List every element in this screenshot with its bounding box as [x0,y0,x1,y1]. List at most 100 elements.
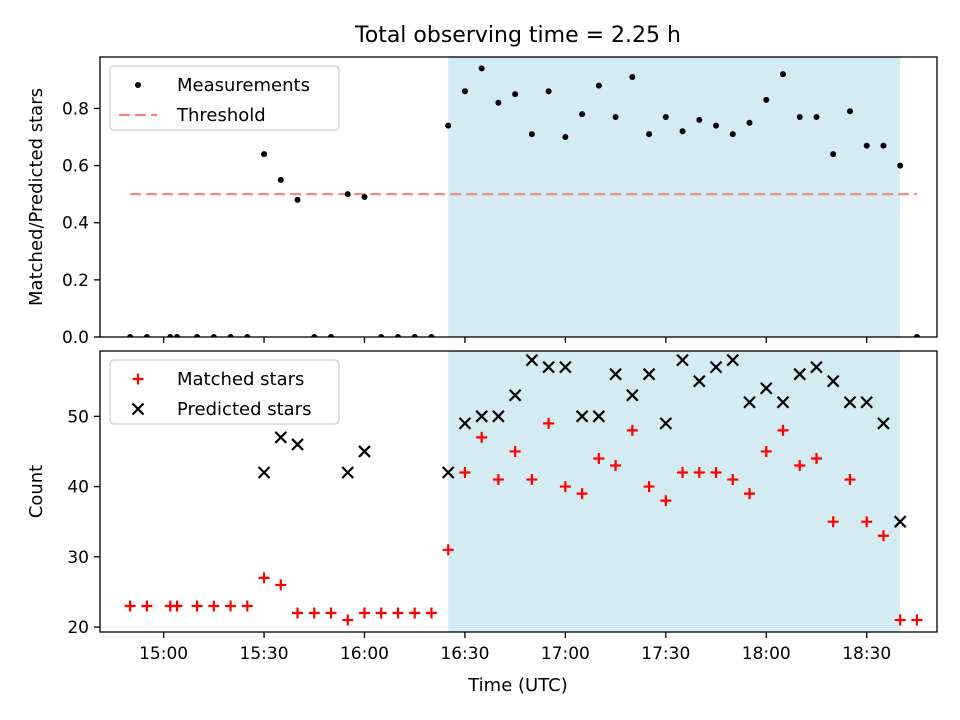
predicted-star-point [475,410,488,423]
predicted-star-point [341,466,355,479]
y-tick-label: 0.6 [62,157,89,177]
measurement-point [167,334,174,337]
measurement-point [746,119,753,126]
predicted-star-point [877,417,890,430]
matched-star-point [794,460,806,472]
predicted-star-point [659,417,673,430]
predicted-star-point [358,445,371,458]
matched-star-point [492,474,504,486]
x-tick-label: 15:30 [240,644,289,664]
matched-star-point [727,474,739,486]
measurement-point [813,114,820,120]
measurement-point [461,88,468,95]
plot-area [127,57,920,337]
matched-star-point [877,530,889,542]
measurement-point [394,334,401,337]
matched-star-point [777,424,789,436]
measurement-point [863,142,870,149]
predicted-star-point [776,396,790,409]
axes-frame [99,56,938,338]
predicted-star-point [676,353,689,367]
series-1 [124,417,923,626]
matched-star-point [258,572,270,584]
measurement-point [545,88,552,95]
measurement-point [880,142,887,149]
matched-star-point [392,607,404,619]
predicted-star-point [893,515,907,528]
matched-star-point [810,452,822,464]
matched-star-point [559,481,571,493]
measurement-point [679,128,686,135]
matched-star-point [308,607,320,619]
matched-star-point [827,516,839,528]
x-tick-label: 16:00 [340,644,389,664]
matched-star-point [459,467,471,479]
y-tick-label: 20 [67,618,89,638]
predicted-star-point [709,360,723,374]
predicted-star-point [642,367,656,381]
predicted-star-point [810,360,823,374]
predicted-star-point [626,388,639,402]
panel-bottom: 20 30 40 50 15:00 15:30 16:00 16:30 17:00 17:30 18… [26,350,938,664]
measurement-point [411,334,418,337]
y-tick-label: 40 [67,478,89,498]
predicted-star-point [559,360,572,374]
matched-star-point [626,424,638,436]
x-tick-label: 18:30 [842,644,891,664]
measurement-point [294,196,301,203]
predicted-star-point [441,466,455,479]
panel-top: 0.0 0.2 0.4 0.6 0.8 Matched/Predicted stars Me… [26,56,938,348]
predicted-star-point [693,374,706,388]
predicted-star-point [508,388,522,402]
measurement-point [629,74,636,80]
measurement-point [612,114,619,120]
predicted-star-point [860,396,873,409]
matched-star-point [894,614,906,626]
measurement-point [143,334,150,337]
measurement-point [227,334,234,337]
measurement-point [261,151,268,158]
legend: Matched stars Predicted stars [109,359,340,425]
matched-star-point [911,614,923,626]
x-tick-label: 18:00 [742,644,791,664]
measurement-point [713,122,720,129]
measurement-point [328,334,335,337]
matched-star-point [526,474,538,486]
legend-marker-matched [132,373,144,385]
matched-star-point [744,488,756,500]
y-tick-label: 0.4 [62,214,89,234]
predicted-star-point [826,374,840,388]
measurement-point [495,99,502,106]
matched-star-point [325,607,337,619]
predicted-star-point [492,410,505,423]
measurement-point [646,131,653,138]
predicted-star-point [458,417,472,430]
legend: Measurements Threshold [109,65,340,131]
measurement-point [595,82,602,89]
measurement-point [194,334,201,337]
matched-star-point [141,600,153,612]
measurement-point [830,151,837,158]
matched-star-point [660,495,672,507]
legend-marker-predicted [131,402,145,416]
y-tick-label: 50 [67,407,89,427]
matched-star-point [693,467,705,479]
matched-star-point [844,474,856,486]
measurement-point [361,194,368,200]
predicted-star-point [291,438,304,451]
legend-box [109,359,340,425]
measurement-point [913,334,920,337]
matched-star-point [425,607,437,619]
axes-frame [99,350,938,633]
y-tick-label: 0.8 [62,99,89,119]
measurement-point [528,131,535,138]
predicted-star-point [575,410,589,423]
measurement-point [846,108,853,115]
matched-star-point [358,607,370,619]
series-2 [257,353,907,528]
matched-star-point [225,600,237,612]
measurement-point [729,131,736,138]
matched-star-point [677,467,689,479]
predicted-star-point [257,466,271,479]
